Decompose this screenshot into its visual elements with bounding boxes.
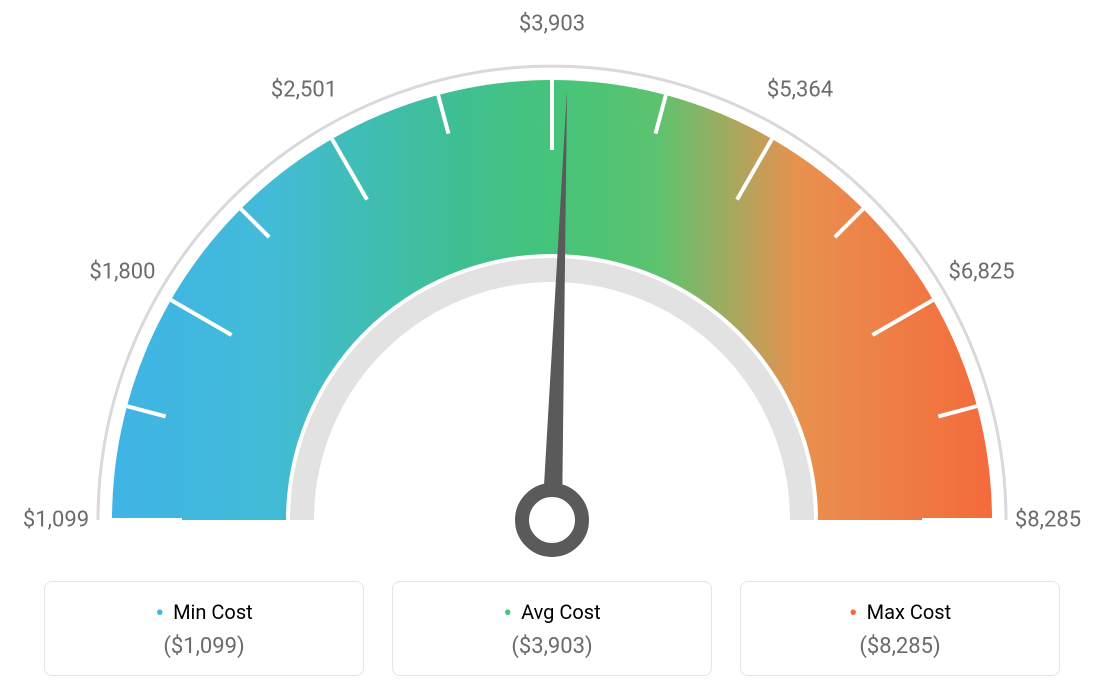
legend-label: Max Cost [867, 600, 952, 624]
legend-card-max: • Max Cost ($8,285) [740, 581, 1060, 676]
legend-title-max: • Max Cost [751, 600, 1049, 624]
gauge-tick-label: $1,800 [89, 260, 155, 285]
gauge-tick-label: $1,099 [23, 508, 89, 533]
legend-title-avg: • Avg Cost [403, 600, 701, 624]
dot-icon: • [503, 599, 512, 629]
gauge-svg [0, 0, 1104, 560]
legend-value-max: ($8,285) [751, 634, 1049, 659]
legend-card-avg: • Avg Cost ($3,903) [392, 581, 712, 676]
legend-label: Min Cost [173, 600, 253, 624]
dot-icon: • [155, 599, 164, 629]
gauge-tick-label: $5,364 [767, 78, 833, 103]
legend-title-min: • Min Cost [55, 600, 353, 624]
dot-icon: • [849, 599, 858, 629]
gauge-tick-label: $8,285 [1015, 508, 1081, 533]
legend-label: Avg Cost [521, 600, 601, 624]
legend-row: • Min Cost ($1,099) • Avg Cost ($3,903) … [0, 581, 1104, 676]
gauge-tick-label: $6,825 [948, 260, 1014, 285]
gauge-tick-label: $2,501 [271, 78, 337, 103]
gauge-tick-label: $3,903 [519, 12, 585, 37]
legend-card-min: • Min Cost ($1,099) [44, 581, 364, 676]
gauge-chart: $1,099 $1,800 $2,501 $3,903 $5,364 $6,825 $8,2… [0, 0, 1104, 560]
legend-value-min: ($1,099) [55, 634, 353, 659]
legend-value-avg: ($3,903) [403, 634, 701, 659]
